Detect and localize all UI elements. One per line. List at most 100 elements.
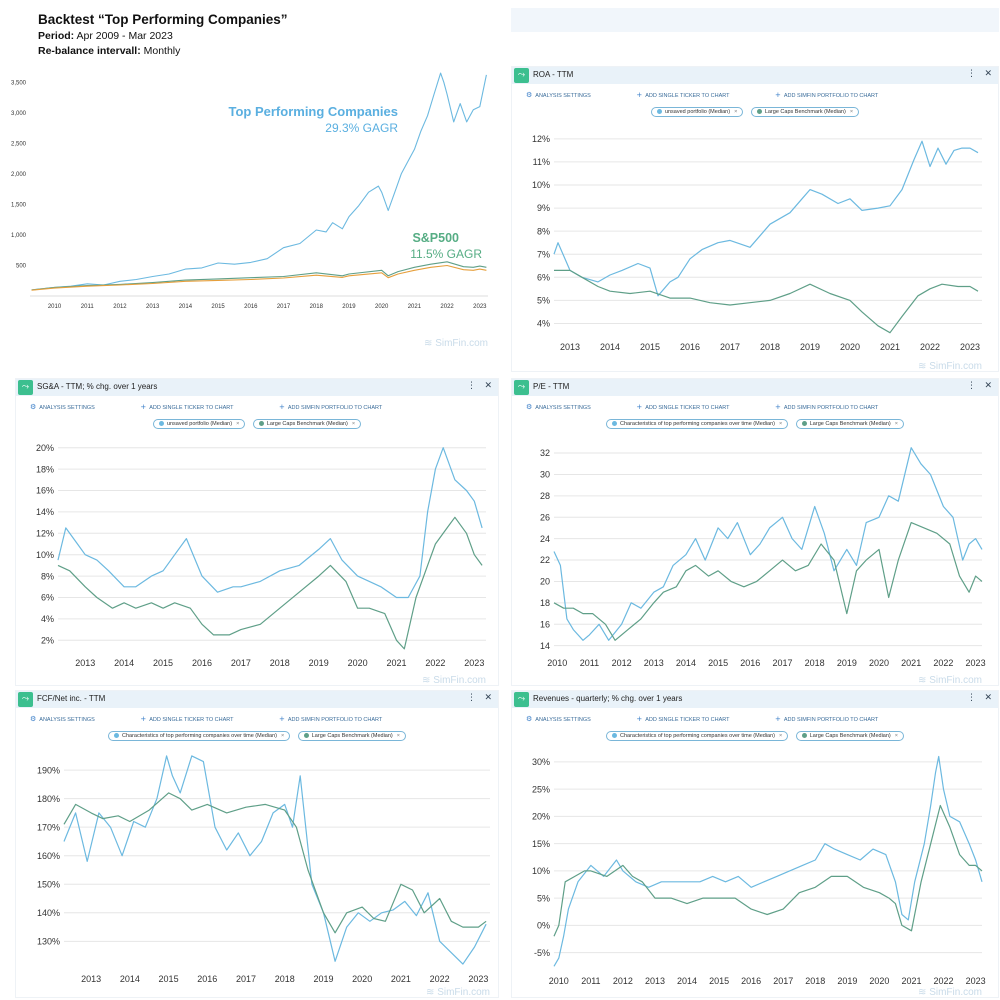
plus-icon: + [279,715,285,723]
legend-chip-series-2[interactable]: Large Caps Benchmark (Median) × [252,419,362,429]
period-line: Period: Apr 2009 - Mar 2023 [38,30,288,42]
x-tick-label: 2011 [581,976,600,986]
plus-icon: + [140,403,147,411]
add-ticker-button[interactable]: + ADD SINGLE TICKER TO CHART [636,715,730,723]
y-tick-label: 130% [37,936,60,946]
y-tick-label: 12% [532,134,550,144]
add-ticker-button[interactable]: + ADD SINGLE TICKER TO CHART [636,91,730,99]
period-label: Period: [38,30,75,42]
x-tick-label: 2017 [231,658,251,668]
add-portfolio-button[interactable]: + ADD SIMFIN PORTFOLIO TO CHART [775,715,879,723]
remove-icon[interactable]: × [894,421,898,427]
remove-icon[interactable]: × [779,421,783,427]
panel-toolbar: ⚙ ANALYSIS SETTINGS + ADD SINGLE TICKER TO… [526,91,922,103]
remove-icon[interactable]: × [281,733,285,739]
y-tick-label: 30 [540,470,550,480]
x-tick-label: 2015 [159,974,179,984]
x-tick-label: 2020 [869,976,889,986]
add-portfolio-button[interactable]: + ADD SIMFIN PORTFOLIO TO CHART [775,91,879,99]
add-portfolio-button[interactable]: + ADD SIMFIN PORTFOLIO TO CHART [279,403,383,411]
kebab-icon[interactable]: ⋮ [967,69,976,79]
y-tick-label: 24 [540,534,550,544]
kebab-icon[interactable]: ⋮ [967,381,976,391]
analysis-settings-button[interactable]: ⚙ ANALYSIS SETTINGS [526,715,591,723]
panel-toolbar: ⚙ ANALYSIS SETTINGS + ADD SINGLE TICKER TO… [526,403,922,415]
legend-chip-series-2[interactable]: Large Caps Benchmark (Median) × [750,107,860,117]
annotation-sp500-name: S&P500 [412,231,459,245]
y-tick-label: 3,000 [11,111,27,117]
gear-icon: ⚙ [30,403,37,411]
x-tick-label: 2012 [613,976,633,986]
kebab-icon[interactable]: ⋮ [467,381,476,391]
analysis-settings-button[interactable]: ⚙ ANALYSIS SETTINGS [30,403,95,411]
y-tick-label: 2% [41,635,54,645]
legend-chip-series-1[interactable]: unsaved portfolio (Median) × [152,419,246,429]
y-tick-label: 26 [540,512,550,522]
add-portfolio-button[interactable]: + ADD SIMFIN PORTFOLIO TO CHART [279,715,383,723]
close-icon[interactable]: ✕ [984,69,992,79]
x-tick-label: 2018 [805,976,825,986]
close-icon[interactable]: ✕ [984,693,992,703]
kebab-icon[interactable]: ⋮ [467,693,476,703]
panel-toolbar: ⚙ ANALYSIS SETTINGS + ADD SINGLE TICKER TO… [30,715,426,727]
legend-chip-series-1[interactable]: Characteristics of top performing compan… [606,419,789,429]
legend-chip-series-2[interactable]: Large Caps Benchmark (Median) × [297,731,406,741]
simfin-watermark: ≋ SimFin.com [426,987,490,998]
x-tick-label: 2021 [901,976,921,986]
y-tick-label: 20% [36,443,54,453]
remove-icon[interactable]: × [351,421,356,427]
y-tick-label: 14% [36,507,54,517]
analysis-settings-button[interactable]: ⚙ ANALYSIS SETTINGS [526,403,591,411]
panel-revenues: ⤳ Revenues - quarterly; % chg. over 1 ye… [511,690,999,998]
x-tick-label: 2014 [677,976,697,986]
remove-icon[interactable]: × [849,109,854,115]
x-tick-label: 2013 [81,974,101,984]
top-right-placeholder-panel [511,8,999,32]
y-tick-label: 1,000 [11,233,27,239]
analysis-settings-button[interactable]: ⚙ ANALYSIS SETTINGS [526,91,591,99]
close-icon[interactable]: ✕ [984,381,992,391]
x-tick-label: 2021 [391,974,411,984]
y-tick-label: 25% [532,784,550,794]
legend-chip-series-1[interactable]: unsaved portfolio (Median) × [650,107,744,117]
series-line-2 [553,522,983,641]
x-tick-label: 2016 [741,976,761,986]
legend-chip-series-2[interactable]: Large Caps Benchmark (Median) × [795,731,904,741]
rebalance-line: Re-balance intervall: Monthly [38,45,288,57]
rebalance-value: Monthly [140,45,181,57]
x-tick-label: 2022 [933,658,953,668]
close-icon[interactable]: ✕ [484,381,492,391]
legend-chips: unsaved portfolio (Median) × Large Caps B… [512,107,998,117]
add-ticker-button[interactable]: + ADD SINGLE TICKER TO CHART [140,403,234,411]
gear-icon: ⚙ [30,715,37,723]
y-tick-label: 16 [540,619,550,629]
remove-icon[interactable]: × [396,733,400,739]
remove-icon[interactable]: × [734,109,738,115]
add-portfolio-button[interactable]: + ADD SIMFIN PORTFOLIO TO CHART [775,403,879,411]
legend-chip-series-1[interactable]: Characteristics of top performing compan… [606,731,789,741]
panel-header: ⤳ ROA - TTM ⋮ ✕ [512,67,998,84]
y-tick-label: 180% [37,794,60,804]
series-line-1 [31,72,487,291]
kebab-icon[interactable]: ⋮ [967,693,976,703]
simfin-watermark: ≋ SimFin.com [918,987,982,998]
remove-icon[interactable]: × [894,733,898,739]
x-tick-label: 2018 [270,658,290,668]
analysis-settings-button[interactable]: ⚙ ANALYSIS SETTINGS [30,715,95,723]
gear-icon: ⚙ [526,91,533,99]
add-ticker-button[interactable]: + ADD SINGLE TICKER TO CHART [636,403,730,411]
x-tick-label: 2011 [580,658,599,668]
gear-icon: ⚙ [526,403,533,411]
x-tick-label: 2022 [425,658,445,668]
legend-chip-series-1[interactable]: Characteristics of top performing compan… [108,731,291,741]
legend-chip-series-2[interactable]: Large Caps Benchmark (Median) × [795,419,904,429]
y-tick-label: 150% [37,879,60,889]
remove-icon[interactable]: × [236,421,240,427]
x-tick-label: 2010 [547,658,567,668]
series-line-1 [57,447,483,599]
add-ticker-button[interactable]: + ADD SINGLE TICKER TO CHART [140,715,234,723]
chart-icon: ⤳ [18,692,33,707]
legend-chips: Characteristics of top performing compan… [512,419,998,429]
remove-icon[interactable]: × [779,733,783,739]
close-icon[interactable]: ✕ [484,693,492,703]
